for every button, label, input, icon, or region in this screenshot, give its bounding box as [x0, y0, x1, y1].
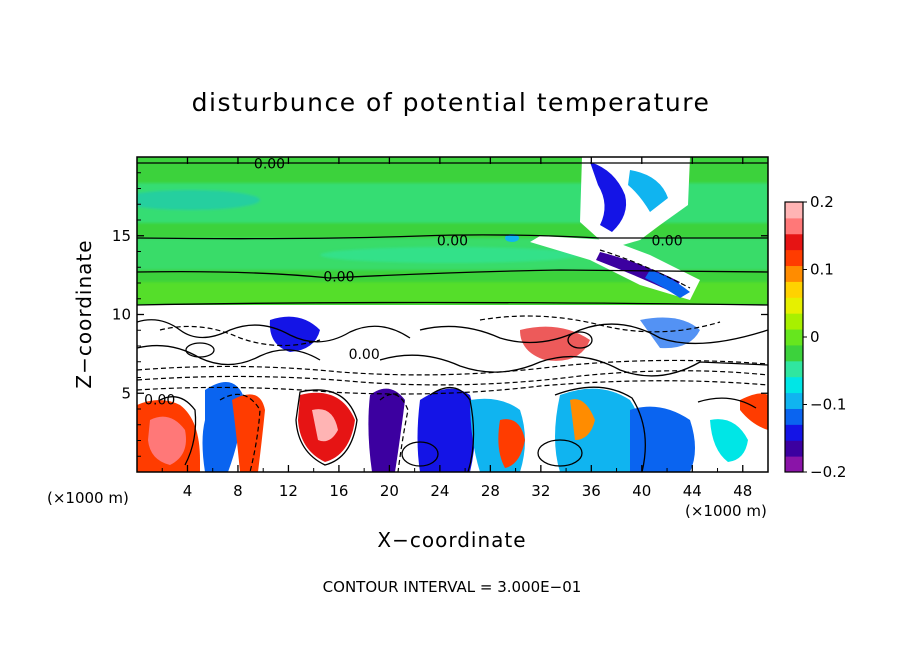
y-axis-label: Z−coordinate [72, 239, 96, 388]
z-unit-label: (×1000 m) [47, 489, 129, 507]
colorbar-tick-label: 0.1 [810, 261, 834, 279]
x-tick-label: 24 [430, 482, 449, 500]
x-tick-label: 28 [481, 482, 500, 500]
x-axis: 4 8 12 16 20 24 28 32 36 40 44 48 [161, 157, 752, 500]
chart-title: disturbunce of potential temperature [192, 88, 711, 117]
contour-lines [137, 162, 768, 472]
contour-label: 0.00 [349, 347, 380, 363]
contour-label: 0.00 [651, 233, 682, 249]
x-tick-label: 36 [582, 482, 601, 500]
x-tick-label: 16 [329, 482, 348, 500]
contour-label: 0.00 [437, 233, 468, 249]
x-tick-label: 44 [683, 482, 702, 500]
colorbar-swatch [785, 217, 803, 235]
colorbar-swatch [785, 249, 803, 267]
x-unit-label: (×1000 m) [685, 502, 767, 520]
plot-area: 0.00 0.00 0.00 0.00 0.00 0.00 [137, 156, 768, 472]
lower-blobs [137, 316, 768, 472]
colorbar-swatch [785, 408, 803, 425]
colorbar-swatch [785, 456, 803, 473]
colorbar-swatch [785, 313, 803, 330]
contour-labels: 0.00 0.00 0.00 0.00 0.00 0.00 [144, 156, 682, 409]
y-tick-label: 15 [112, 227, 131, 245]
x-tick-label: 4 [183, 482, 193, 500]
upper-right-plume [505, 157, 700, 300]
contour-label: 0.00 [144, 393, 175, 409]
x-tick-label: 8 [233, 482, 243, 500]
contour-lines-dashed [137, 249, 768, 472]
colorbar-swatch [785, 265, 803, 282]
x-tick-label: 20 [380, 482, 399, 500]
colorbar-swatch [785, 440, 803, 457]
colorbar-swatch [785, 233, 803, 251]
colorbar-swatch [785, 424, 803, 441]
colorbar-tick-label: −0.2 [810, 463, 846, 481]
colorbar-swatch [785, 360, 803, 378]
y-axis: 5 10 15 [112, 172, 768, 457]
colorbar-tick-label: 0 [810, 328, 820, 346]
colorbar-tick-label: 0.2 [810, 193, 834, 211]
colorbar-swatch [785, 344, 803, 362]
colorbar-swatch [785, 392, 803, 409]
x-tick-label: 48 [733, 482, 752, 500]
colorbar-tick-label: −0.1 [810, 396, 846, 414]
x-tick-label: 12 [279, 482, 298, 500]
x-axis-label: X−coordinate [377, 528, 526, 552]
x-tick-label: 40 [632, 482, 651, 500]
y-tick-label: 10 [112, 306, 131, 324]
colorbar-swatch [785, 202, 803, 219]
x-tick-label: 32 [531, 482, 550, 500]
contour-interval-note: CONTOUR INTERVAL = 3.000E−01 [323, 578, 582, 596]
contour-label: 0.00 [254, 156, 285, 172]
contour-label: 0.00 [323, 270, 354, 286]
colorbar-swatch [785, 329, 803, 346]
colorbar-swatch [785, 297, 803, 314]
colorbar-swatch [785, 281, 803, 298]
colorbar: 0.2 0.1 0 −0.1 −0.2 [784, 193, 846, 481]
y-tick-label: 5 [121, 384, 131, 402]
colorbar-swatch [785, 376, 803, 394]
